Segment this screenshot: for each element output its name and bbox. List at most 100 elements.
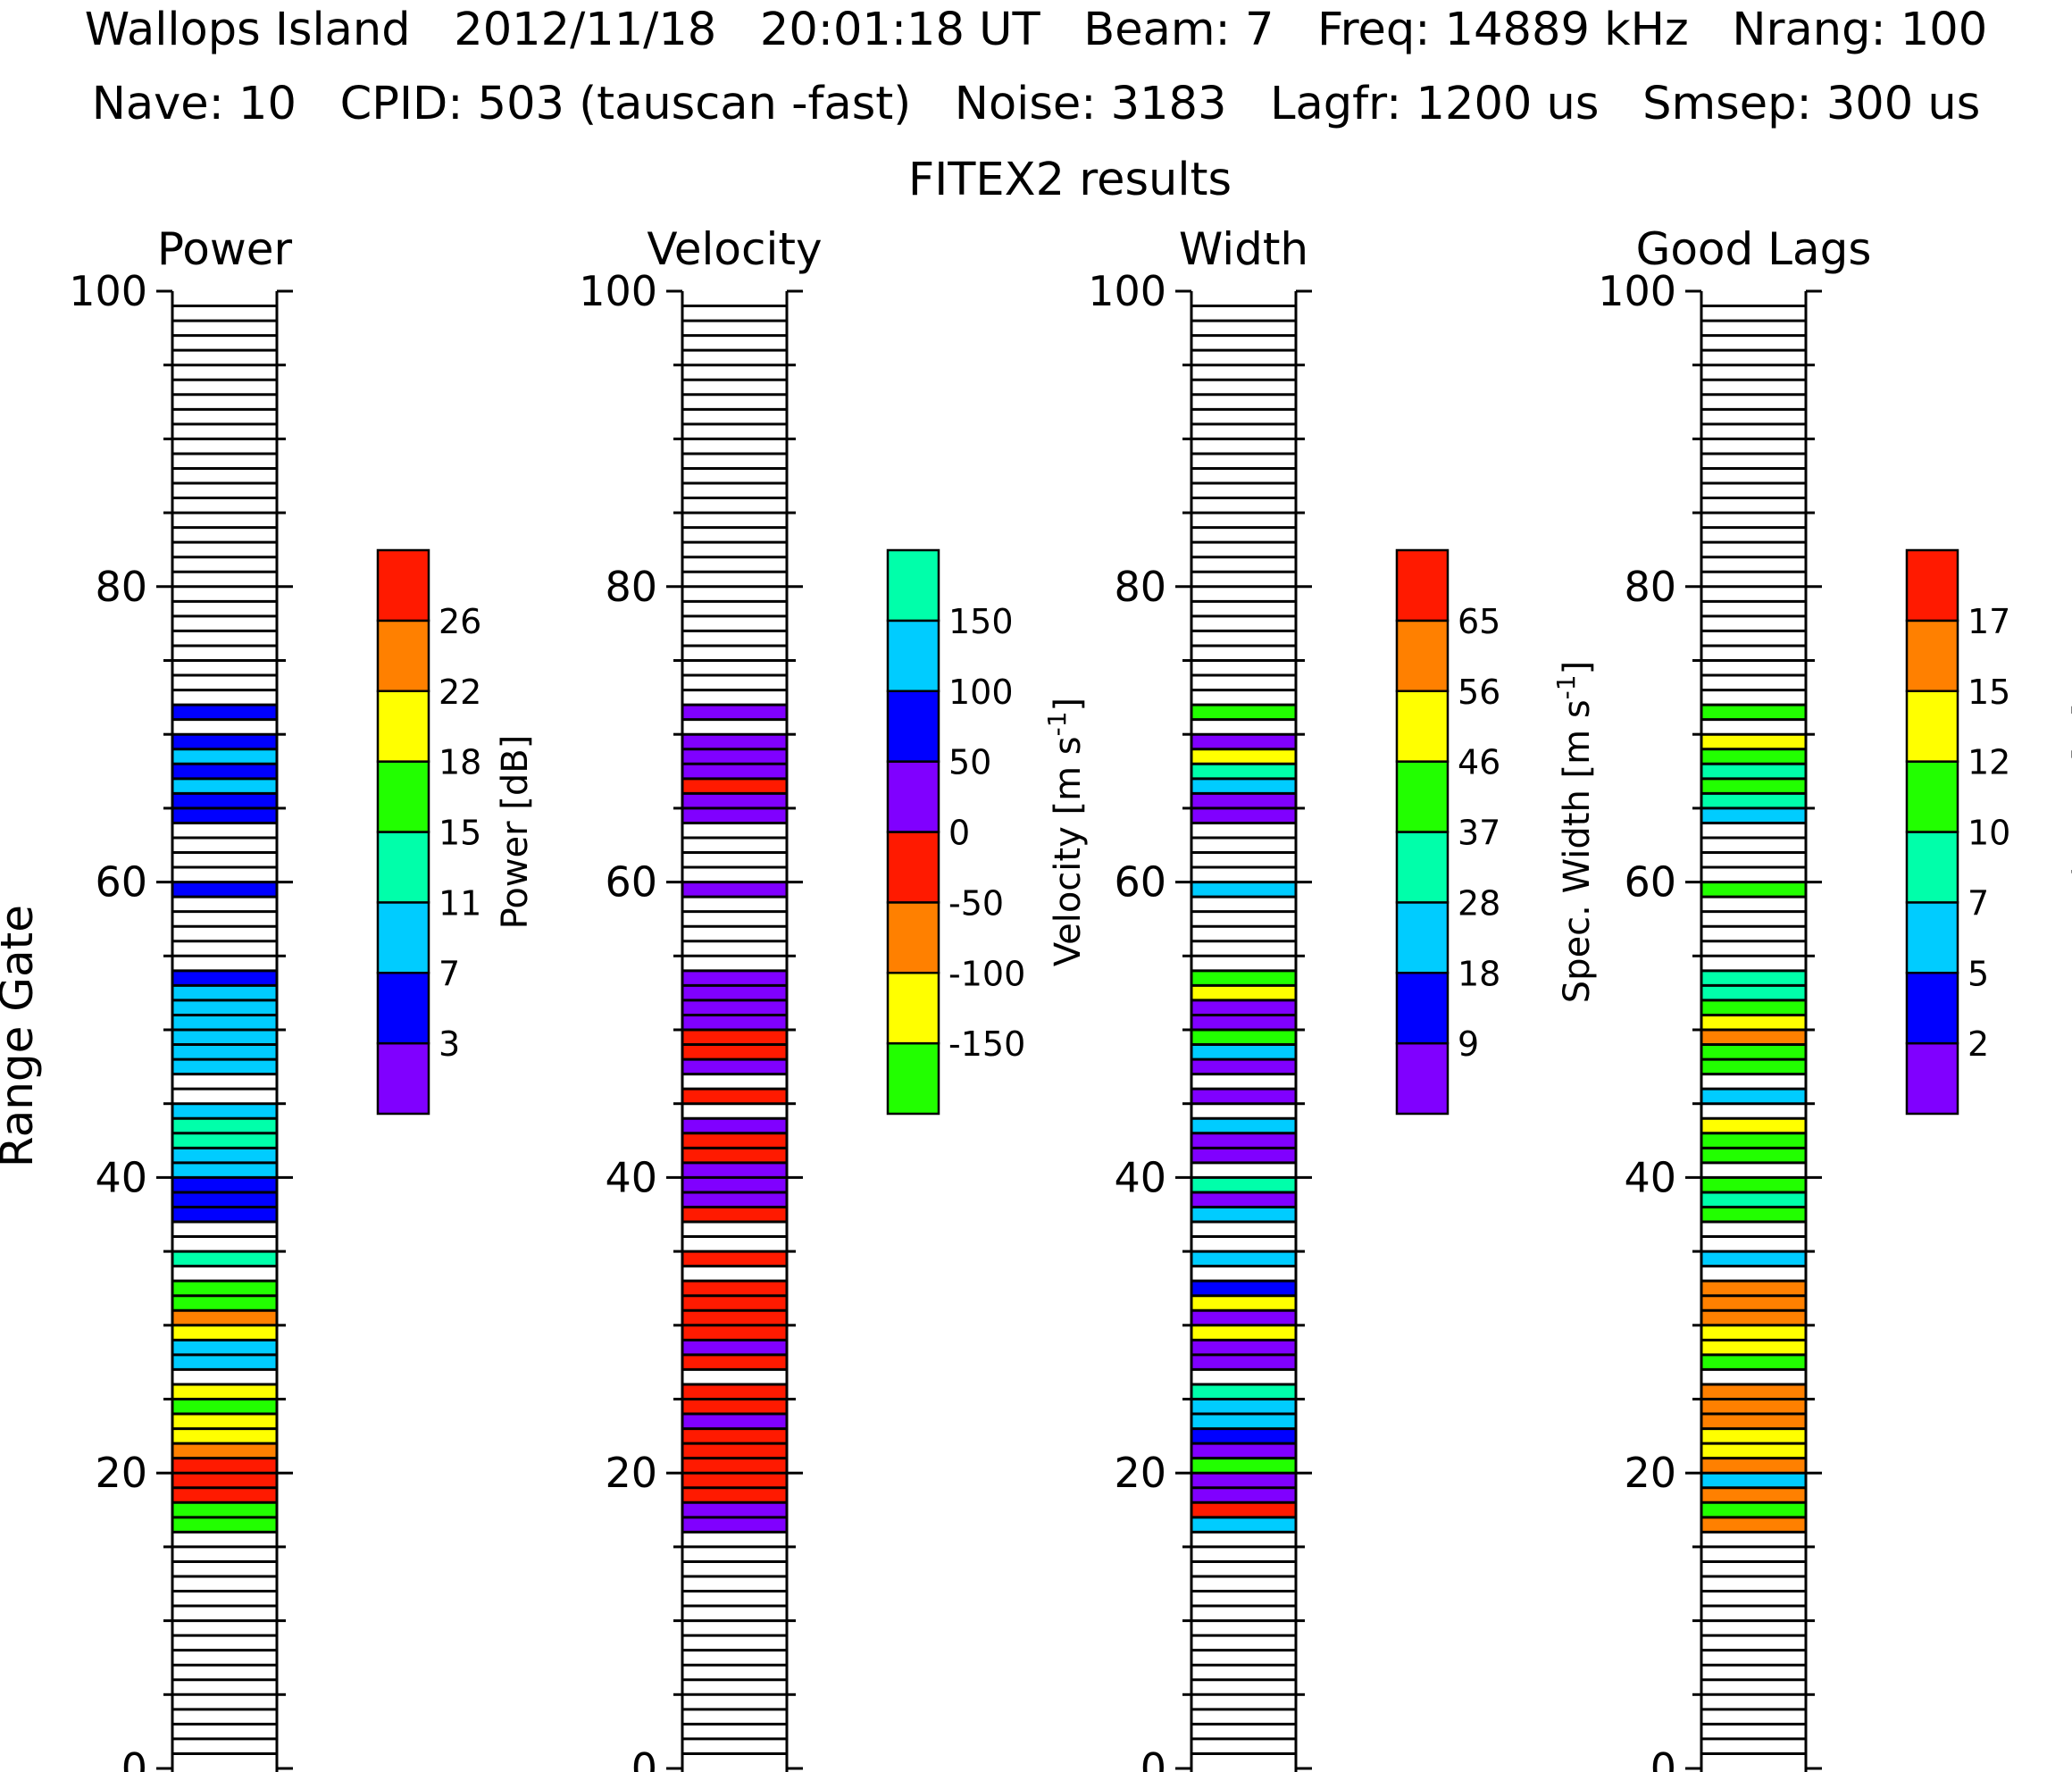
gate-cell — [682, 1295, 787, 1311]
gate-cell — [172, 1162, 277, 1178]
gate-cell — [1191, 970, 1296, 986]
gate-cell — [682, 793, 787, 808]
gate-cell — [682, 764, 787, 779]
gate-cell — [682, 1133, 787, 1149]
header-line-2-item: Noise: 3183 — [911, 78, 1226, 130]
gate-cell — [1191, 1517, 1296, 1533]
colorbar-segment — [376, 1041, 430, 1116]
panel-velocity: Velocity 0 20 40 60 80 100 -150 -100 -50 0 50 100 150… — [579, 223, 1089, 1772]
colorbar-tick-label: 2 — [1968, 1024, 1989, 1064]
gate-cell — [1701, 748, 1806, 765]
gate-cell — [1701, 1015, 1806, 1030]
header-line-2-item: Lagfr: 1200 us — [1226, 78, 1599, 130]
y-tick-label: 80 — [95, 563, 147, 611]
y-tick-label: 100 — [1088, 267, 1166, 315]
gate-cell — [682, 1487, 787, 1503]
gate-cell — [1191, 1118, 1296, 1133]
gate-cell — [172, 1354, 277, 1370]
panel-title: Power — [157, 223, 293, 275]
panel-power: Power 0 20 40 60 80 100 3 7 11 15 18 22 26 Power [dB] — [69, 223, 536, 1772]
gate-cell — [1191, 793, 1296, 808]
y-tick-label: 20 — [95, 1449, 147, 1497]
gate-cell — [1701, 734, 1806, 749]
gate-cell — [172, 1443, 277, 1459]
header-line-1-item: Beam: 7 — [1040, 4, 1274, 56]
gate-cell — [1701, 1487, 1806, 1503]
y-tick-label: 80 — [605, 563, 657, 611]
colorbar-tick-label: 17 — [1968, 602, 2010, 641]
colorbar-tick-label: 15 — [439, 814, 481, 853]
gate-cell — [1701, 1207, 1806, 1223]
gate-cell — [1701, 1458, 1806, 1474]
gate-cell — [172, 882, 277, 898]
gate-cell — [1701, 882, 1806, 898]
colorbar-segment — [1395, 548, 1450, 623]
gate-cell — [1701, 1399, 1806, 1415]
gate-cell — [682, 778, 787, 794]
gate-cell — [1701, 1310, 1806, 1325]
gate-cell — [682, 985, 787, 1000]
colorbar-tick-label: 7 — [439, 954, 460, 993]
header-line-1-item: 2012/11/18 — [411, 4, 717, 56]
gate-cell — [1701, 985, 1806, 1000]
gate-cell — [1701, 1502, 1806, 1517]
gate-cell — [172, 985, 277, 1000]
gate-cell — [1701, 1281, 1806, 1296]
header-line-2: Nave: 10 CPID: 503 (tauscan -fast) Noise… — [92, 78, 1981, 130]
y-tick-label: 0 — [1650, 1744, 1676, 1772]
gate-cell — [172, 764, 277, 779]
gate-cell — [1701, 1473, 1806, 1488]
colorbar-segment — [376, 619, 430, 692]
colorbar-segment — [1395, 1041, 1450, 1116]
gate-cell — [1191, 1015, 1296, 1030]
gate-cell — [172, 1487, 277, 1503]
gate-cell — [1701, 1428, 1806, 1444]
gate-cell — [682, 1502, 787, 1517]
gate-cell — [1191, 1059, 1296, 1074]
gate-cell — [172, 734, 277, 749]
gate-cell — [1191, 1428, 1296, 1444]
colorbar-segment — [1395, 972, 1450, 1045]
gate-cell — [172, 1191, 277, 1208]
gate-cell — [1191, 1030, 1296, 1045]
gate-cell — [172, 1517, 277, 1533]
gate-cell — [682, 882, 787, 898]
gate-cell — [1191, 705, 1296, 720]
gate-cell — [682, 1428, 787, 1444]
header-line-1-item: Wallops Island — [85, 4, 411, 56]
panel-title: Velocity — [647, 223, 822, 275]
gate-cell — [1191, 1414, 1296, 1429]
gate-cell — [172, 1325, 277, 1341]
y-tick-label: 20 — [1624, 1449, 1676, 1497]
gate-cell — [682, 1162, 787, 1178]
gate-cell — [682, 1044, 787, 1060]
colorbar-segment — [886, 831, 940, 904]
colorbar-segment — [886, 760, 940, 833]
colorbar-segment — [1395, 619, 1450, 692]
colorbar-segment — [1905, 760, 1959, 833]
gate-cell — [172, 1458, 277, 1474]
colorbar-segment — [1905, 1041, 1959, 1116]
gate-cell — [1191, 748, 1296, 765]
gate-cell — [682, 1443, 787, 1459]
y-tick-label: 60 — [1624, 858, 1676, 907]
header-line-1-item: Nrang: 100 — [1689, 4, 1987, 56]
panel-good-lags: Good Lags 0 20 40 60 80 100 2 5 7 10 12 15 17 Good Lag… — [1598, 223, 2072, 1772]
gate-cell — [1191, 1310, 1296, 1325]
y-tick-label: 20 — [1114, 1449, 1166, 1497]
gate-cell — [682, 970, 787, 986]
gate-cell — [682, 1399, 787, 1415]
gate-cell — [1701, 1295, 1806, 1311]
y-tick-label: 100 — [1598, 267, 1676, 315]
gate-cell — [1701, 1517, 1806, 1533]
gate-cell — [1191, 778, 1296, 794]
gate-cell — [682, 1281, 787, 1296]
colorbar-segment — [886, 690, 940, 763]
gate-cell — [1191, 1354, 1296, 1370]
colorbar-tick-label: 150 — [948, 602, 1014, 641]
subtitle: FITEX2 results — [908, 154, 1232, 206]
colorbar-segment — [1395, 760, 1450, 833]
gate-cell — [1701, 1148, 1806, 1163]
